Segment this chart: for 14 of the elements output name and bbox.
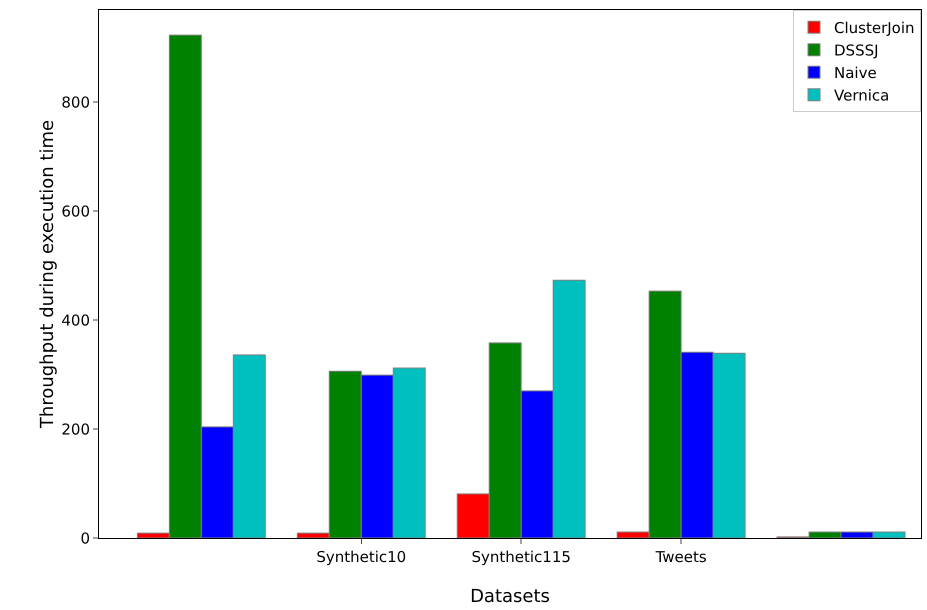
y-tick-label: 400	[61, 311, 90, 330]
x-tick-label: Synthetic10	[316, 548, 406, 566]
x-tick-label: Tweets	[654, 548, 707, 566]
legend-label: Naive	[834, 64, 877, 82]
legend-label: Vernica	[834, 86, 890, 105]
y-tick-label: 600	[61, 202, 90, 220]
y-tick-label: 800	[61, 93, 90, 112]
y-tick-label: 200	[61, 420, 90, 438]
legend-label: DSSSJ	[834, 42, 879, 60]
x-axis-title: Datasets	[470, 586, 550, 607]
x-tick-label: Synthetic115	[471, 548, 571, 566]
legend-label: ClusterJoin	[834, 19, 915, 38]
y-tick-label: 0	[80, 529, 90, 548]
y-axis-title: Throughput during execution time	[37, 120, 58, 430]
